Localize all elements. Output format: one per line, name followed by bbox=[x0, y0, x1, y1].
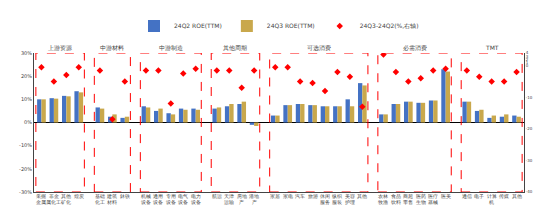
svg-text:-20: -20 bbox=[526, 126, 533, 131]
svg-text:上游资源: 上游资源 bbox=[48, 44, 72, 51]
svg-text:房地产: 房地产 bbox=[237, 193, 247, 205]
svg-text:电力设备: 电力设备 bbox=[191, 193, 201, 205]
svg-text:通用设备: 通用设备 bbox=[153, 193, 163, 205]
svg-text:港地产: 港地产 bbox=[249, 193, 259, 205]
svg-text:传媒: 传媒 bbox=[499, 194, 509, 199]
svg-text:煌炭: 煌炭 bbox=[74, 193, 84, 199]
svg-text:美容护理: 美容护理 bbox=[344, 193, 355, 205]
svg-text:通信: 通信 bbox=[462, 193, 472, 199]
svg-text:纵织服装: 纵织服装 bbox=[332, 193, 342, 205]
svg-text:中游材料: 中游材料 bbox=[100, 44, 124, 51]
svg-text:其他周期: 其他周期 bbox=[223, 44, 247, 51]
svg-text:专用设备: 专用设备 bbox=[166, 193, 176, 205]
svg-text:农林牧渔: 农林牧渔 bbox=[378, 193, 388, 205]
svg-text:3: 3 bbox=[526, 54, 529, 59]
svg-text:采掘金属: 采掘金属 bbox=[36, 193, 46, 205]
svg-text:航运: 航运 bbox=[212, 193, 222, 199]
svg-text:-10%: -10% bbox=[19, 142, 32, 148]
svg-text:其他矿化: 其他矿化 bbox=[60, 193, 71, 205]
svg-text:必需消费: 必需消费 bbox=[403, 44, 427, 51]
svg-text:家电: 家电 bbox=[283, 193, 293, 199]
svg-text:24Q2 ROE(TTM): 24Q2 ROE(TTM) bbox=[174, 22, 222, 29]
svg-text:2: 2 bbox=[526, 57, 529, 62]
svg-text:天津运输: 天津运输 bbox=[224, 193, 234, 205]
svg-text:医药生物: 医药生物 bbox=[416, 193, 426, 205]
svg-text:基础化工: 基础化工 bbox=[95, 193, 105, 205]
svg-text:医疗器械: 医疗器械 bbox=[428, 193, 438, 205]
svg-text:旅游: 旅游 bbox=[308, 193, 318, 199]
svg-text:休闲服务: 休闲服务 bbox=[320, 193, 330, 205]
svg-text:电子: 电子 bbox=[474, 193, 484, 199]
svg-text:建筑材料: 建筑材料 bbox=[106, 193, 117, 205]
svg-text:-20%: -20% bbox=[19, 166, 32, 172]
svg-text:机械设备: 机械设备 bbox=[141, 193, 151, 205]
svg-text:-30%: -30% bbox=[19, 189, 32, 195]
svg-text:-30: -30 bbox=[526, 158, 533, 163]
svg-text:0: 0 bbox=[526, 63, 529, 68]
svg-text:1: 1 bbox=[526, 60, 529, 65]
svg-text:其他: 其他 bbox=[357, 193, 367, 199]
svg-text:24Q3-24Q2(%,右轴): 24Q3-24Q2(%,右轴) bbox=[360, 22, 419, 29]
svg-text:0%: 0% bbox=[24, 119, 32, 125]
svg-text:商超零售: 商超零售 bbox=[403, 193, 413, 205]
svg-text:非金属化工: 非金属化工 bbox=[46, 193, 61, 205]
svg-text:4: 4 bbox=[526, 50, 529, 55]
svg-text:10%: 10% bbox=[21, 96, 32, 102]
svg-text:30%: 30% bbox=[21, 50, 32, 56]
svg-text:食品饮料: 食品饮料 bbox=[390, 193, 401, 205]
svg-text:医美: 医美 bbox=[441, 193, 451, 199]
svg-text:家居: 家居 bbox=[270, 193, 280, 199]
svg-text:鈢铁: 鈢铁 bbox=[120, 193, 130, 199]
svg-text:其他: 其他 bbox=[512, 193, 522, 199]
svg-text:-10: -10 bbox=[526, 95, 533, 100]
svg-text:中游制造: 中游制造 bbox=[159, 44, 183, 51]
svg-text:计算机: 计算机 bbox=[487, 193, 497, 205]
svg-text:20%: 20% bbox=[21, 73, 32, 79]
svg-text:-40: -40 bbox=[526, 189, 533, 194]
svg-text:可选消费: 可选消费 bbox=[307, 44, 331, 51]
svg-text:电气设备: 电气设备 bbox=[178, 193, 188, 205]
svg-text:汽车: 汽车 bbox=[295, 193, 305, 199]
svg-text:TMT: TMT bbox=[485, 44, 499, 51]
svg-text:24Q3 ROE(TTM): 24Q3 ROE(TTM) bbox=[267, 22, 315, 29]
